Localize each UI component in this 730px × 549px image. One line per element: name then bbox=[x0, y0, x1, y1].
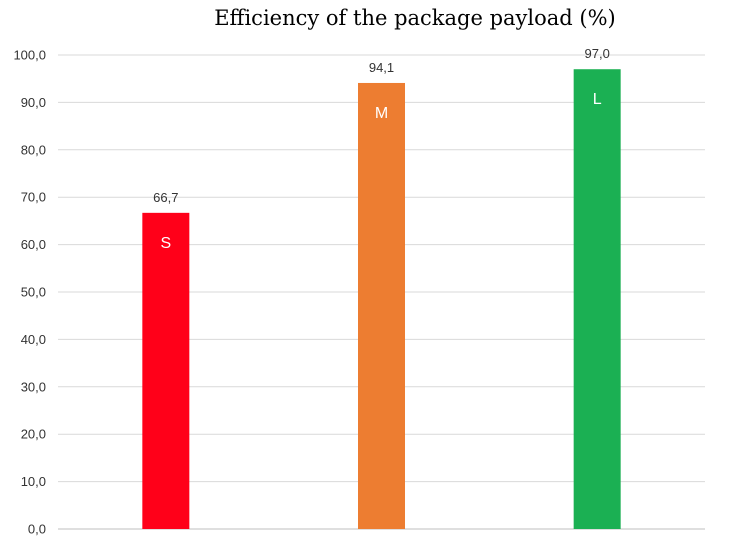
y-tick-label: 80,0 bbox=[21, 142, 46, 157]
bars bbox=[142, 69, 621, 530]
data-label-m: 94,1 bbox=[369, 60, 394, 75]
data-label-l: 97,0 bbox=[585, 46, 610, 61]
y-tick-label: 60,0 bbox=[21, 237, 46, 252]
data-labels: 66,7 S 94,1 M 97,0 L bbox=[153, 46, 610, 252]
bar-l bbox=[573, 69, 621, 529]
y-tick-label: 30,0 bbox=[21, 379, 46, 394]
bar-s bbox=[142, 212, 190, 530]
y-tick-label: 40,0 bbox=[21, 332, 46, 347]
category-label-m: M bbox=[375, 105, 388, 122]
y-tick-label: 20,0 bbox=[21, 427, 46, 442]
y-tick-label: 70,0 bbox=[21, 190, 46, 205]
category-label-l: L bbox=[593, 91, 602, 108]
y-axis-ticks: 0,0 10,0 20,0 30,0 40,0 50,0 60,0 70,0 80,0 90,0 1… bbox=[13, 48, 46, 537]
bar-m bbox=[358, 82, 405, 529]
y-tick-label: 0,0 bbox=[28, 522, 46, 537]
y-tick-label: 10,0 bbox=[21, 474, 46, 489]
y-tick-label: 90,0 bbox=[21, 95, 46, 110]
chart-title: Efficiency of the package payload (%) bbox=[214, 6, 616, 30]
y-tick-label: 50,0 bbox=[21, 285, 46, 300]
category-label-s: S bbox=[160, 235, 171, 252]
data-label-s: 66,7 bbox=[153, 190, 178, 205]
y-tick-label: 100,0 bbox=[13, 48, 46, 63]
